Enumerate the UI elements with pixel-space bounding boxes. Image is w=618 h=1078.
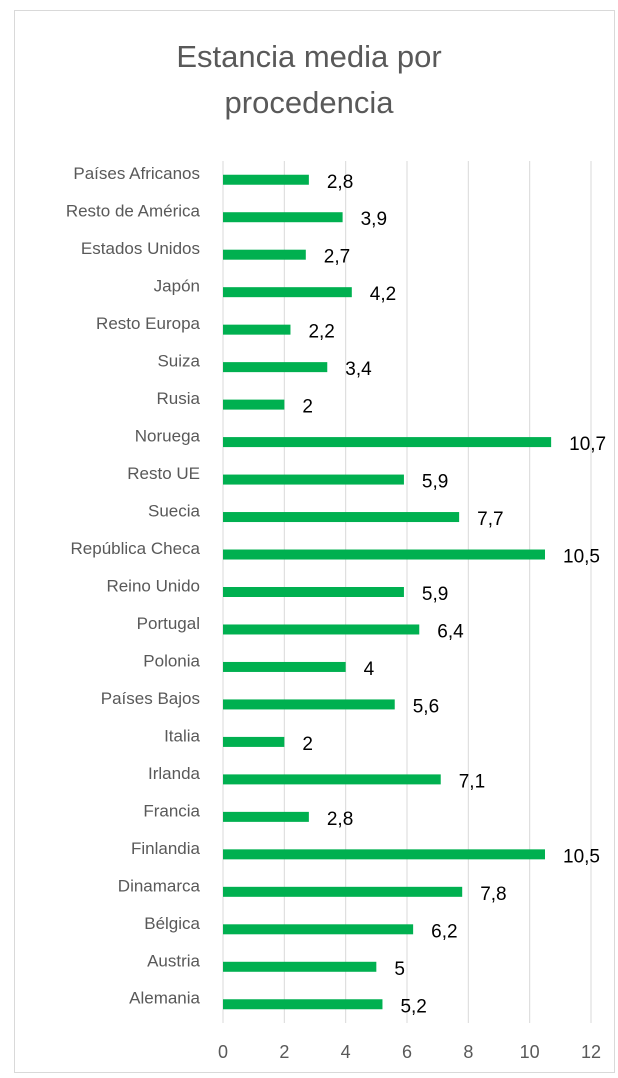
bar (223, 886, 463, 897)
bar (223, 587, 404, 597)
bar (223, 474, 404, 485)
data-label: 2 (302, 734, 313, 755)
y-tick-label: Alemania (129, 989, 200, 1008)
data-label: 7,1 (459, 771, 485, 792)
y-tick-label: Portugal (137, 614, 200, 633)
y-tick-label: Noruega (135, 427, 201, 446)
chart-border (14, 10, 615, 1073)
x-tick-label: 6 (402, 1042, 412, 1062)
y-tick-label: Países Bajos (101, 689, 200, 708)
x-tick-label: 0 (218, 1042, 228, 1062)
data-label: 10,5 (563, 547, 600, 568)
y-tick-label: Resto UE (127, 464, 200, 483)
y-tick-label: Finlandia (131, 839, 201, 858)
bar (223, 212, 343, 223)
bar (223, 287, 352, 298)
data-label: 2,2 (308, 322, 334, 343)
y-tick-label: República Checa (71, 539, 201, 558)
bar (223, 999, 383, 1010)
bar (223, 811, 309, 822)
bar (223, 249, 306, 260)
y-tick-label: Resto de América (66, 202, 201, 221)
data-label: 10,7 (569, 434, 606, 455)
bar (223, 437, 552, 448)
bar (223, 736, 285, 747)
data-label: 5,9 (422, 584, 448, 605)
y-tick-label: Polonia (143, 651, 200, 670)
bar (223, 512, 460, 523)
x-tick-label: 12 (581, 1042, 601, 1062)
bar (223, 774, 441, 785)
data-label: 3,4 (345, 359, 372, 380)
y-tick-label: Austria (147, 951, 200, 970)
bar (223, 362, 328, 373)
x-tick-label: 8 (463, 1042, 473, 1062)
data-label: 2,8 (327, 809, 353, 830)
data-label: 5 (394, 959, 405, 980)
data-label: 2 (302, 397, 313, 418)
x-tick-label: 2 (279, 1042, 289, 1062)
bar (223, 624, 420, 635)
y-tick-label: Japón (154, 277, 200, 296)
data-label: 3,9 (361, 209, 387, 230)
y-tick-label: Estados Unidos (81, 239, 200, 258)
y-tick-label: Suiza (157, 352, 200, 371)
bar (223, 661, 346, 672)
bar (223, 399, 285, 410)
bar (223, 924, 414, 935)
data-label: 5,2 (400, 996, 426, 1017)
data-label: 5,9 (422, 472, 448, 493)
x-tick-label: 10 (520, 1042, 540, 1062)
data-label: 7,8 (480, 884, 506, 905)
bar (223, 549, 545, 560)
data-label: 4 (364, 659, 375, 680)
y-tick-label: Suecia (148, 502, 201, 521)
bar (223, 699, 395, 710)
data-label: 5,6 (413, 696, 439, 717)
data-label: 6,4 (437, 621, 464, 642)
y-tick-label: Reino Unido (106, 576, 200, 595)
bar (223, 174, 309, 185)
y-tick-label: Francia (143, 801, 200, 820)
bar (223, 849, 545, 860)
data-label: 6,2 (431, 921, 457, 942)
bar (223, 961, 377, 972)
data-label: 4,2 (370, 284, 396, 305)
y-tick-label: Dinamarca (118, 876, 201, 895)
y-tick-label: Países Africanos (73, 164, 200, 183)
y-tick-label: Resto Europa (96, 314, 200, 333)
data-label: 10,5 (563, 846, 600, 867)
y-tick-label: Bélgica (144, 914, 200, 933)
x-tick-label: 4 (341, 1042, 351, 1062)
data-label: 2,8 (327, 172, 353, 193)
y-tick-label: Italia (164, 726, 200, 745)
y-tick-label: Rusia (157, 389, 201, 408)
chart-title: Estancia media por procedencia (176, 39, 442, 120)
data-label: 2,7 (324, 247, 350, 268)
y-tick-label: Irlanda (148, 764, 201, 783)
bar (223, 324, 291, 335)
data-label: 7,7 (477, 509, 503, 530)
